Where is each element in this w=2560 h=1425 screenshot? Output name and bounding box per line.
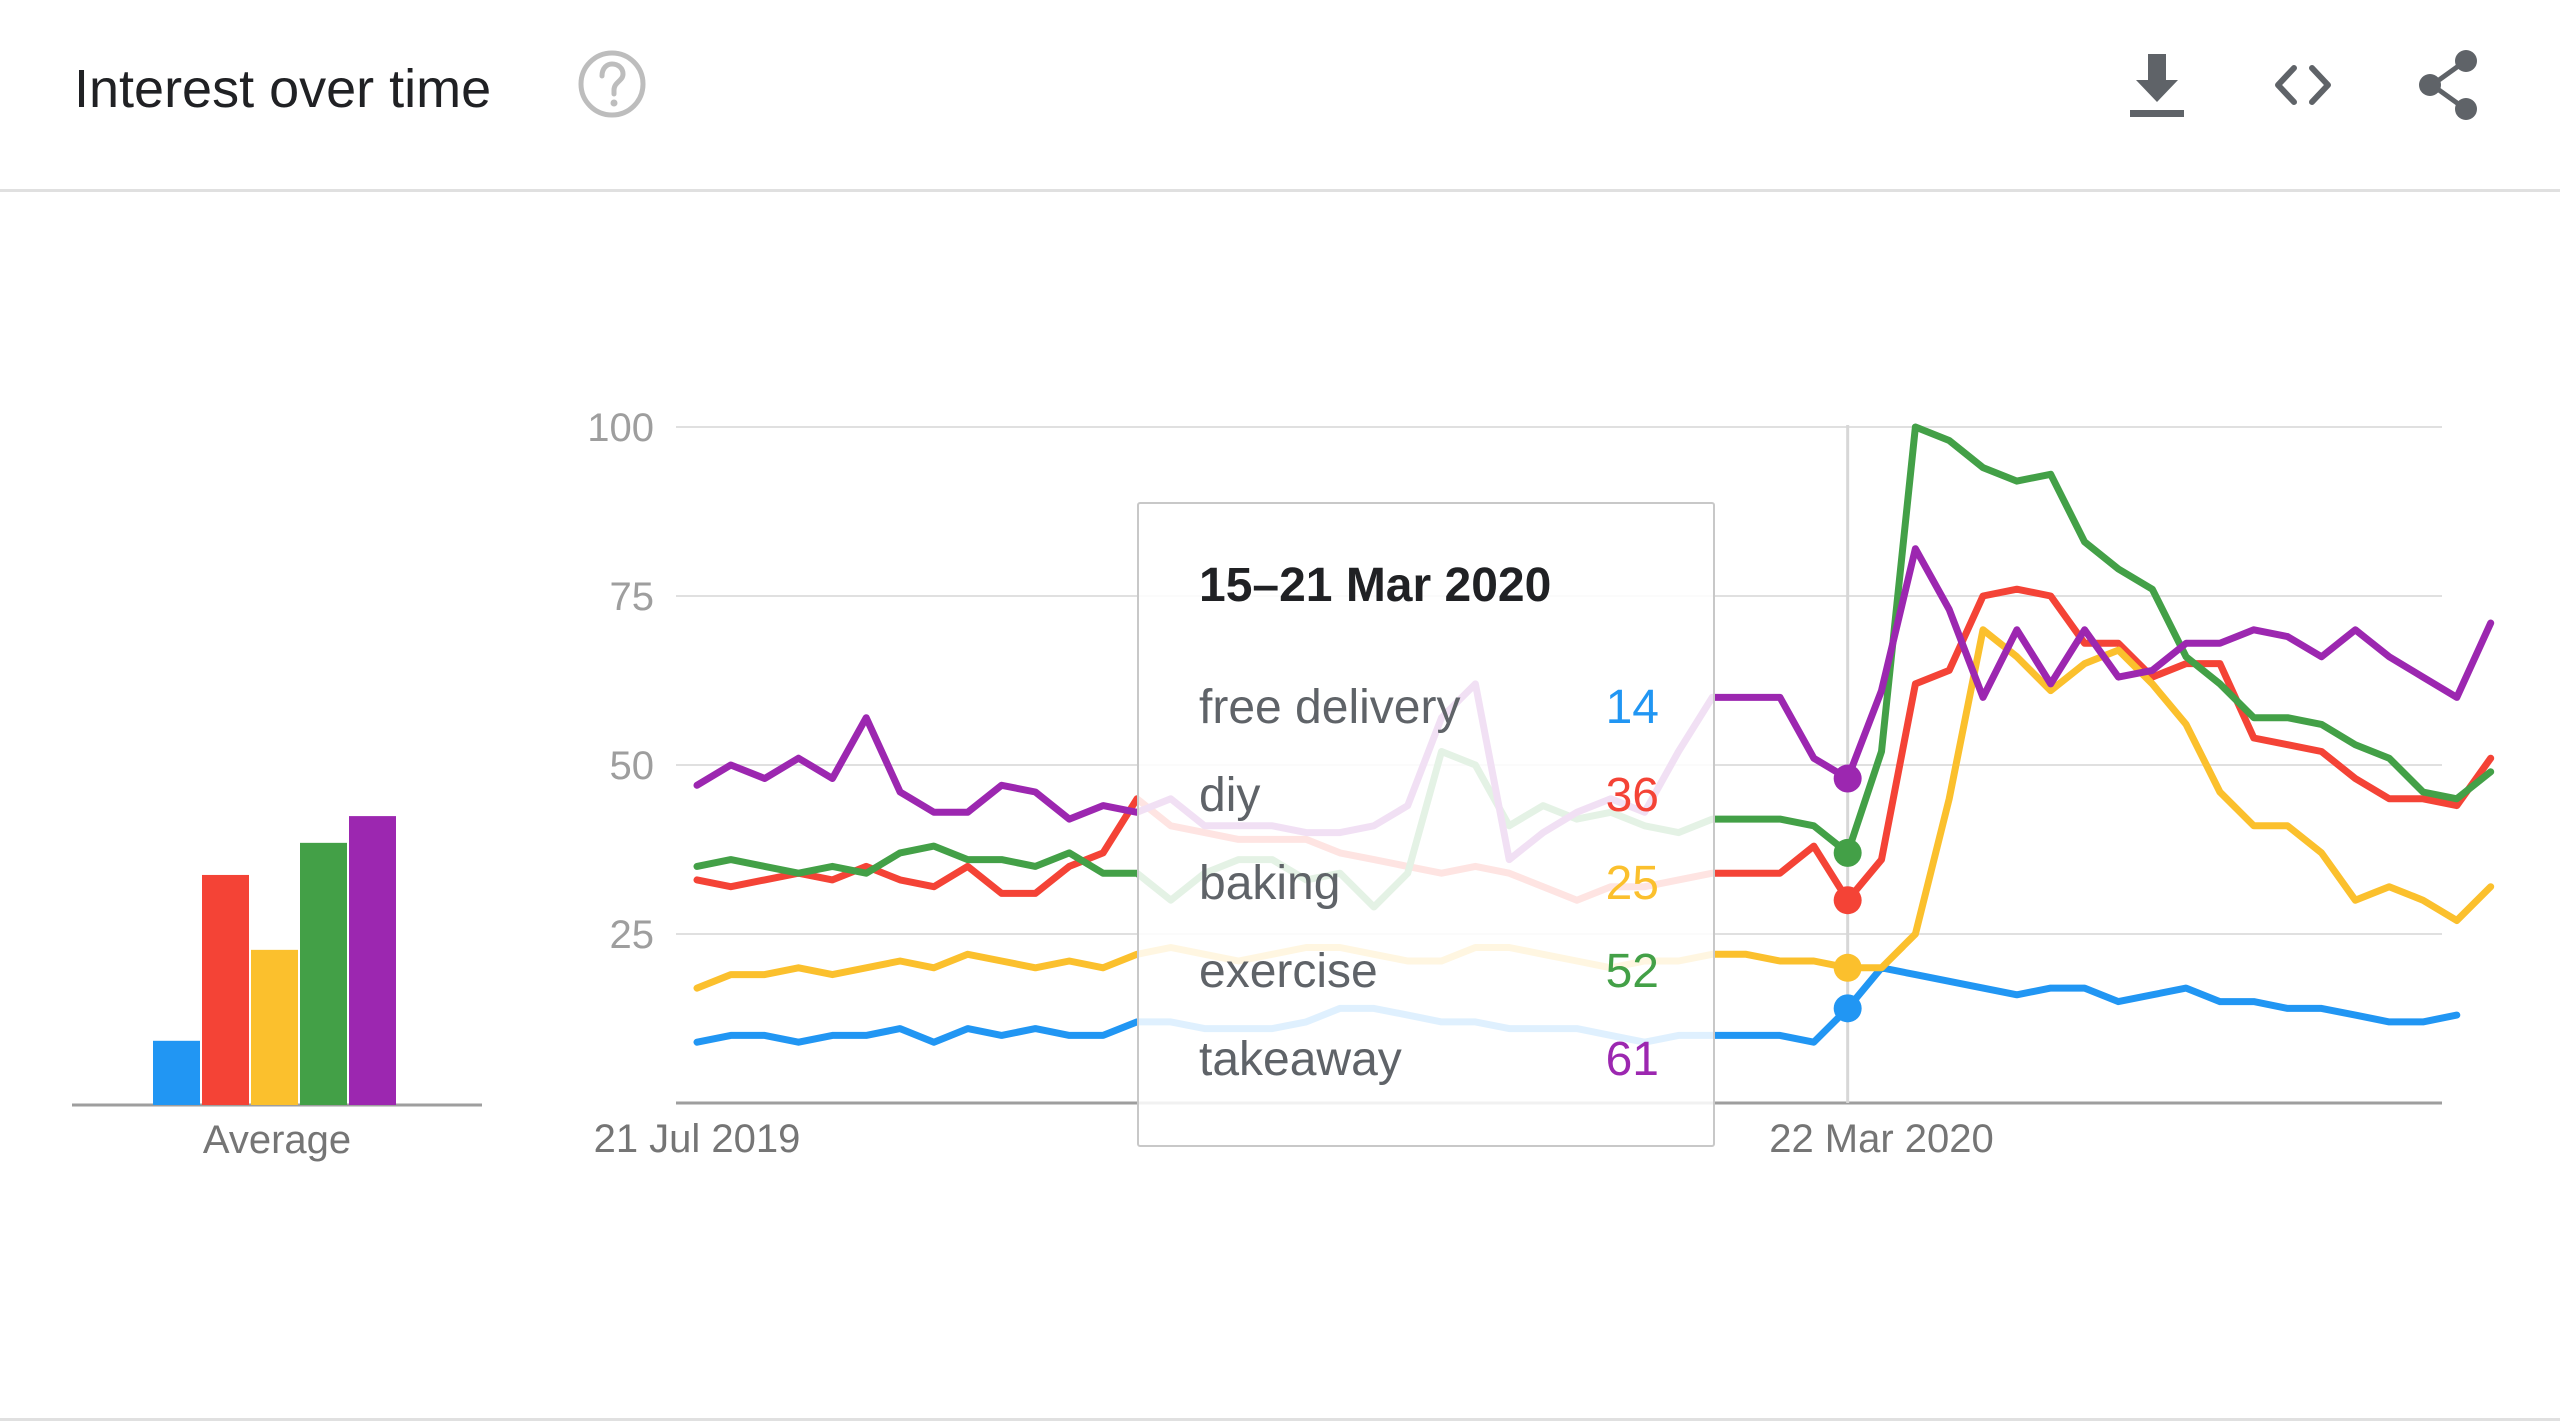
hover-markers	[1833, 764, 1862, 1023]
average-bar-free-delivery	[153, 1040, 200, 1105]
average-bar-baking	[251, 949, 298, 1105]
tooltip-row-exercise: exercise 52	[1199, 944, 1659, 1004]
download-icon[interactable]	[2120, 48, 2194, 122]
average-bar-exercise	[300, 842, 347, 1105]
tooltip-row-takeaway: takeaway 61	[1199, 1032, 1659, 1092]
help-icon[interactable]	[578, 50, 646, 118]
average-bar-diy	[202, 874, 249, 1105]
tooltip-term: diy	[1199, 769, 1261, 822]
share-icon[interactable]	[2412, 48, 2486, 122]
bottom-divider	[0, 1418, 2560, 1421]
x-tick-label: 22 Mar 2020	[1769, 1117, 1994, 1161]
tooltip-term: baking	[1199, 857, 1341, 910]
tooltip-row-diy: diy 36	[1199, 768, 1659, 828]
tooltip-value: 25	[1605, 857, 1659, 910]
tooltip-term: takeaway	[1199, 1033, 1402, 1086]
y-tick-label: 25	[610, 913, 655, 957]
tooltip-value: 36	[1605, 769, 1659, 822]
tooltip-row-free-delivery: free delivery 14	[1199, 680, 1659, 740]
embed-code-icon[interactable]	[2266, 48, 2340, 122]
chart-header: Interest over time	[0, 0, 2560, 192]
y-tick-labels: 25 50 75 100	[587, 406, 654, 957]
tooltip-value: 52	[1605, 945, 1659, 998]
tooltip-row-baking: baking 25	[1199, 856, 1659, 916]
hover-marker-diy	[1833, 886, 1862, 915]
hover-tooltip: 15–21 Mar 2020 free delivery 14 diy 36 b…	[1137, 502, 1715, 1147]
hover-marker-free-delivery	[1833, 994, 1862, 1023]
hover-marker-exercise	[1833, 838, 1862, 867]
x-tick-label: 21 Jul 2019	[594, 1117, 801, 1161]
average-label: Average	[203, 1118, 351, 1162]
tooltip-term: exercise	[1199, 945, 1378, 998]
y-tick-label: 50	[610, 744, 655, 788]
tooltip-value: 61	[1605, 1033, 1659, 1086]
average-bar-takeaway	[349, 816, 396, 1105]
tooltip-term: free delivery	[1199, 681, 1461, 734]
tooltip-value: 14	[1605, 681, 1659, 734]
hover-marker-baking	[1833, 953, 1862, 982]
chart-title: Interest over time	[74, 59, 492, 119]
tooltip-date: 15–21 Mar 2020	[1199, 559, 1552, 612]
y-tick-label: 100	[587, 406, 654, 450]
y-tick-label: 75	[610, 575, 655, 619]
hover-marker-takeaway	[1833, 764, 1862, 793]
average-bar-chart: Average	[72, 816, 482, 1162]
x-tick-labels: 21 Jul 2019 22 Mar 2020	[594, 1117, 1994, 1161]
